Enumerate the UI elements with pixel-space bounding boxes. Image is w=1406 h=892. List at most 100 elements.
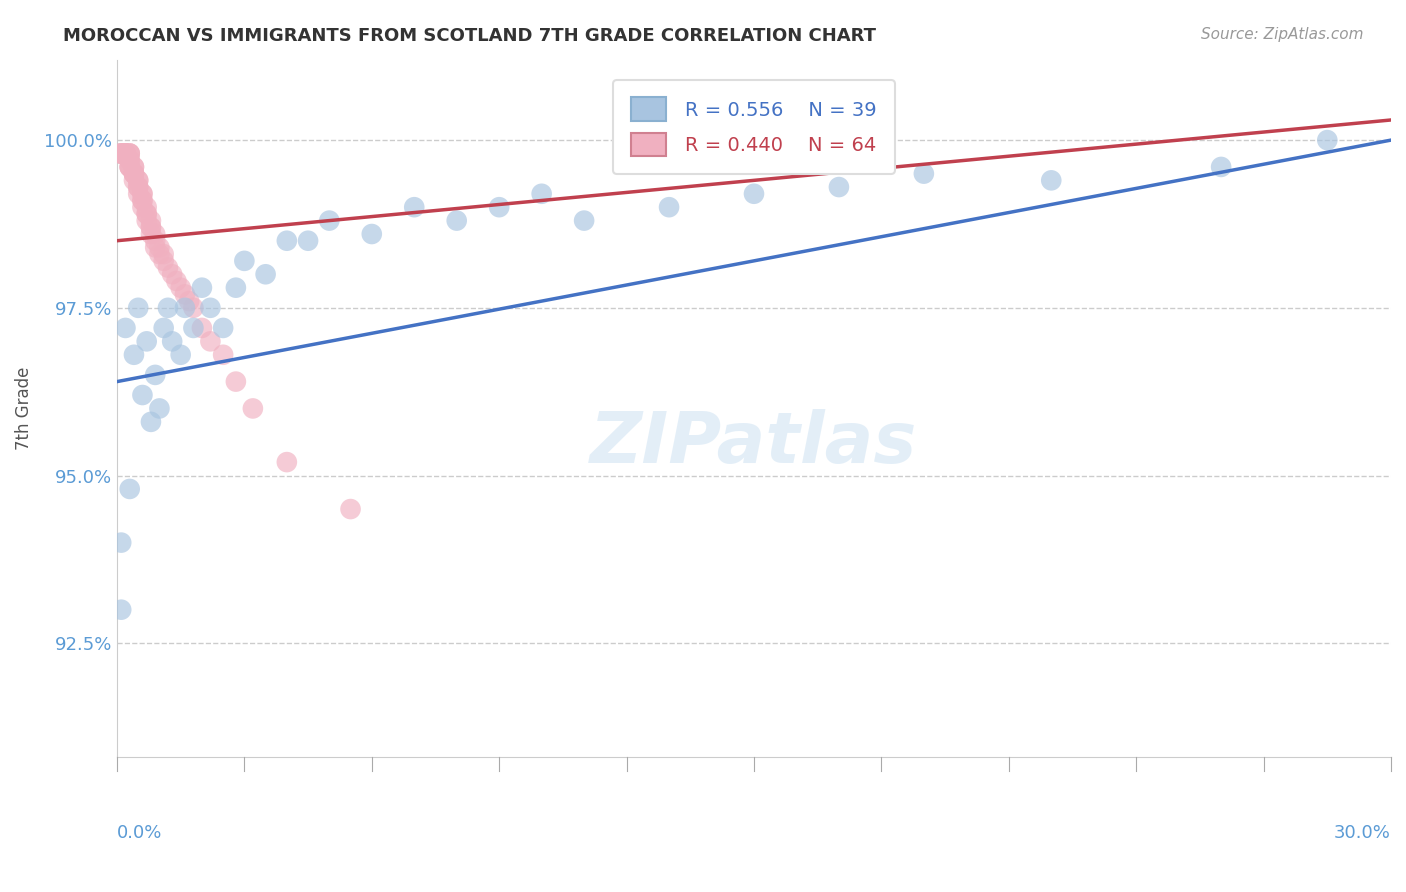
Point: [912, 167, 935, 181]
Point: [276, 234, 298, 248]
Point: [572, 213, 595, 227]
Point: [170, 281, 193, 295]
Point: [110, 146, 132, 161]
Point: [122, 160, 145, 174]
Point: [404, 200, 426, 214]
Point: [143, 368, 166, 382]
Point: [160, 267, 183, 281]
Point: [118, 146, 141, 161]
Point: [127, 301, 149, 315]
Point: [174, 301, 197, 315]
Point: [191, 321, 214, 335]
Point: [131, 186, 153, 201]
Point: [339, 502, 361, 516]
Point: [143, 227, 166, 241]
Point: [139, 227, 162, 241]
Point: [148, 240, 170, 254]
Point: [127, 173, 149, 187]
Point: [135, 200, 157, 214]
Point: [131, 200, 153, 214]
Point: [122, 167, 145, 181]
Point: [152, 253, 174, 268]
Point: [110, 146, 132, 161]
Point: [131, 194, 153, 208]
Point: [114, 146, 136, 161]
Point: [170, 348, 193, 362]
Point: [488, 200, 510, 214]
Point: [110, 535, 132, 549]
Point: [122, 348, 145, 362]
Point: [118, 160, 141, 174]
Point: [212, 348, 235, 362]
Point: [174, 287, 197, 301]
Point: [139, 415, 162, 429]
Point: [156, 260, 179, 275]
Point: [297, 234, 319, 248]
Point: [200, 301, 222, 315]
Point: [530, 186, 553, 201]
Point: [127, 173, 149, 187]
Point: [276, 455, 298, 469]
Point: [118, 153, 141, 168]
Point: [127, 186, 149, 201]
Point: [110, 146, 132, 161]
Point: [152, 321, 174, 335]
Point: [122, 167, 145, 181]
Point: [254, 267, 277, 281]
Point: [183, 301, 205, 315]
Text: 0.0%: 0.0%: [117, 824, 162, 842]
Point: [118, 160, 141, 174]
Point: [118, 146, 141, 161]
Point: [114, 146, 136, 161]
Point: [114, 146, 136, 161]
Point: [118, 146, 141, 161]
Point: [828, 180, 851, 194]
Point: [242, 401, 264, 416]
Point: [148, 247, 170, 261]
Point: [165, 274, 187, 288]
Point: [127, 180, 149, 194]
Point: [212, 321, 235, 335]
Point: [110, 146, 132, 161]
Point: [139, 213, 162, 227]
Point: [179, 294, 201, 309]
Point: [1316, 133, 1339, 147]
Point: [148, 401, 170, 416]
Point: [658, 200, 681, 214]
Point: [110, 603, 132, 617]
Point: [135, 213, 157, 227]
Point: [152, 247, 174, 261]
Point: [1040, 173, 1063, 187]
Point: [122, 173, 145, 187]
Point: [225, 281, 247, 295]
Text: MOROCCAN VS IMMIGRANTS FROM SCOTLAND 7TH GRADE CORRELATION CHART: MOROCCAN VS IMMIGRANTS FROM SCOTLAND 7TH…: [63, 27, 876, 45]
Point: [360, 227, 382, 241]
Point: [114, 146, 136, 161]
Point: [131, 194, 153, 208]
Point: [131, 186, 153, 201]
Legend: R = 0.556    N = 39, R = 0.440    N = 64: R = 0.556 N = 39, R = 0.440 N = 64: [613, 79, 894, 174]
Point: [118, 153, 141, 168]
Point: [160, 334, 183, 349]
Point: [139, 220, 162, 235]
Point: [131, 388, 153, 402]
Point: [446, 213, 468, 227]
Y-axis label: 7th Grade: 7th Grade: [15, 367, 32, 450]
Text: 30.0%: 30.0%: [1334, 824, 1391, 842]
Point: [156, 301, 179, 315]
Point: [233, 253, 256, 268]
Point: [742, 186, 765, 201]
Point: [122, 160, 145, 174]
Point: [118, 160, 141, 174]
Point: [143, 234, 166, 248]
Point: [191, 281, 214, 295]
Point: [114, 321, 136, 335]
Point: [225, 375, 247, 389]
Point: [110, 146, 132, 161]
Point: [183, 321, 205, 335]
Text: Source: ZipAtlas.com: Source: ZipAtlas.com: [1201, 27, 1364, 42]
Point: [139, 220, 162, 235]
Point: [200, 334, 222, 349]
Point: [135, 207, 157, 221]
Text: ZIPatlas: ZIPatlas: [591, 409, 918, 478]
